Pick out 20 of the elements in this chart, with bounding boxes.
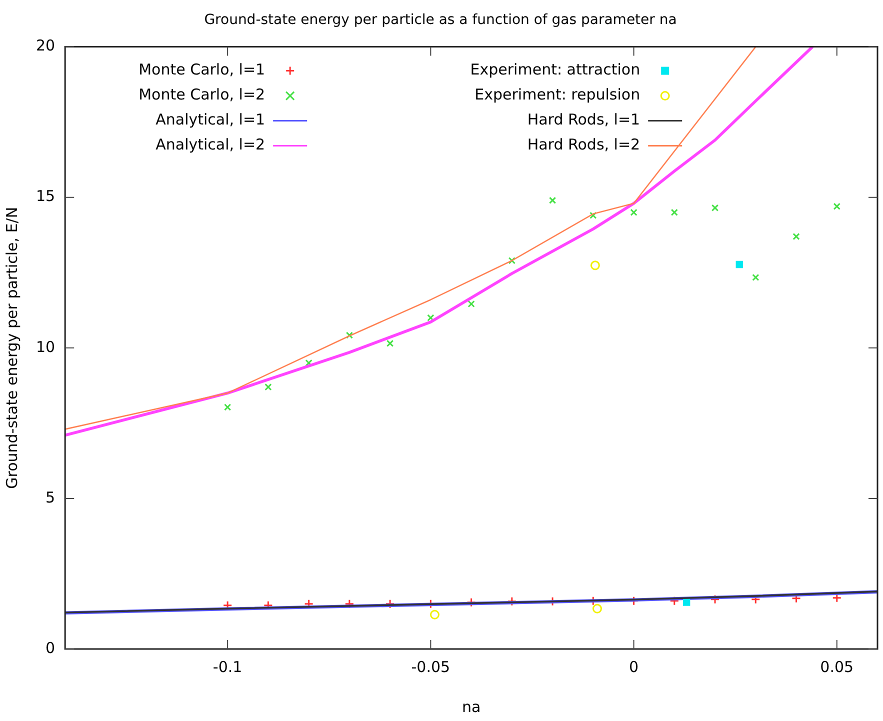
y-tick-label: 0 [46,638,56,657]
legend-label: Experiment: attraction [470,60,640,79]
y-axis-title: Ground-state energy per particle, E/N [2,206,21,489]
x-tick-label: -0.1 [212,658,242,676]
legend-label: Analytical, l=2 [156,136,266,154]
legend-label: Monte Carlo, l=1 [138,60,266,79]
legend-label: Analytical, l=1 [156,110,266,129]
legend-label: Monte Carlo, l=2 [138,86,266,104]
x-tick-label: -0.05 [411,658,450,676]
legend-label: Experiment: repulsion [474,86,640,104]
legend-label: Hard Rods, l=2 [527,136,640,154]
x-tick-label: 0 [629,658,639,676]
y-tick-label: 5 [46,488,56,506]
chart-title: Ground-state energy per particle as a function of gas parameter na [204,12,677,28]
y-tick-label: 15 [36,187,56,206]
x-axis-title: na [462,698,481,716]
x-tick-label: 0.05 [820,658,854,676]
y-tick-label: 20 [36,36,56,55]
legend-label: Hard Rods, l=1 [527,110,640,129]
y-tick-label: 10 [36,338,56,356]
